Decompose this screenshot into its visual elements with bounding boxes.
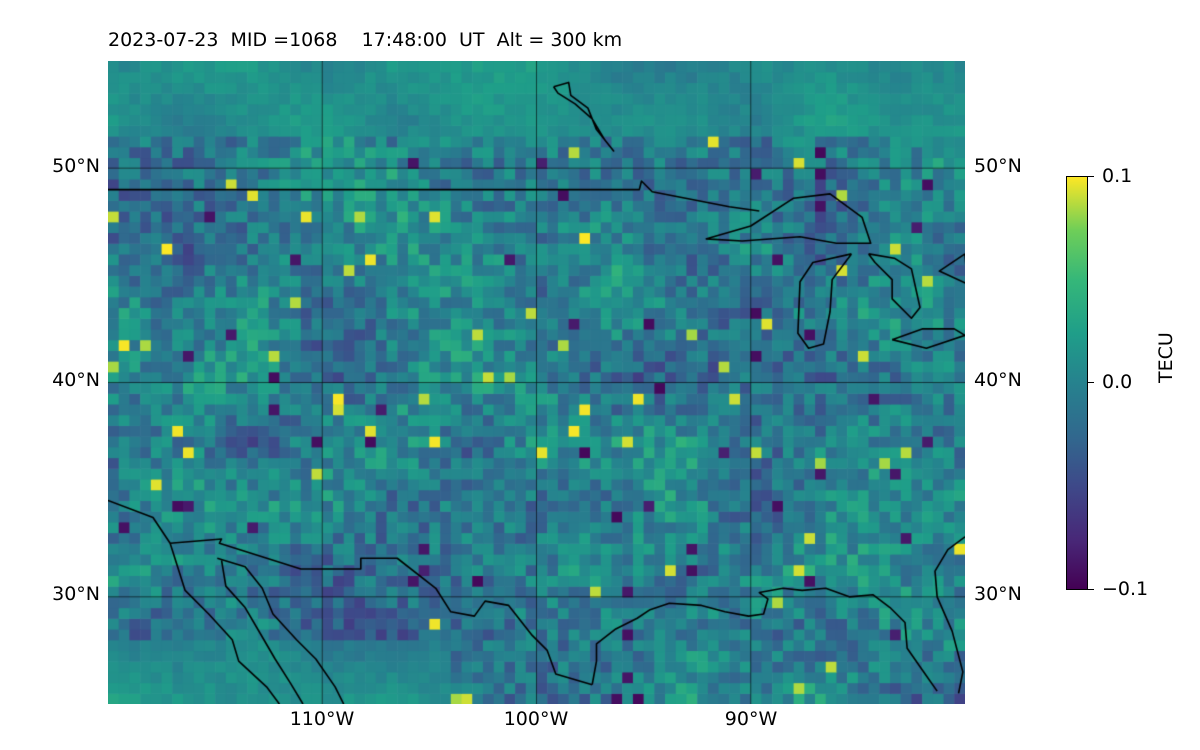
lat-label-right-50: 50°N <box>974 155 1022 177</box>
colorbar-gradient <box>1066 176 1088 590</box>
lat-label-right-40: 40°N <box>974 369 1022 391</box>
lat-label-right-30: 30°N <box>974 583 1022 605</box>
colorbar-tick-zero <box>1088 382 1094 383</box>
colorbar-tick-min <box>1088 589 1094 590</box>
lon-label-90w: 90°W <box>724 708 778 730</box>
colorbar-tick-max <box>1088 176 1094 177</box>
colorbar-label-zero: 0.0 <box>1102 371 1133 393</box>
tec-map <box>108 61 965 704</box>
colorbar-label-max: 0.1 <box>1102 165 1133 187</box>
map-title: 2023-07-23 MID =1068 17:48:00 UT Alt = 3… <box>108 29 623 51</box>
colorbar <box>1066 176 1088 590</box>
lat-label-left-40: 40°N <box>52 369 100 391</box>
colorbar-label-min: −0.1 <box>1102 578 1149 600</box>
lon-label-100w: 100°W <box>503 708 569 730</box>
tec-map-canvas <box>108 61 965 704</box>
lon-label-110w: 110°W <box>289 708 355 730</box>
lat-label-left-30: 30°N <box>52 583 100 605</box>
colorbar-unit-label: TECU <box>1155 332 1177 383</box>
lat-label-left-50: 50°N <box>52 155 100 177</box>
